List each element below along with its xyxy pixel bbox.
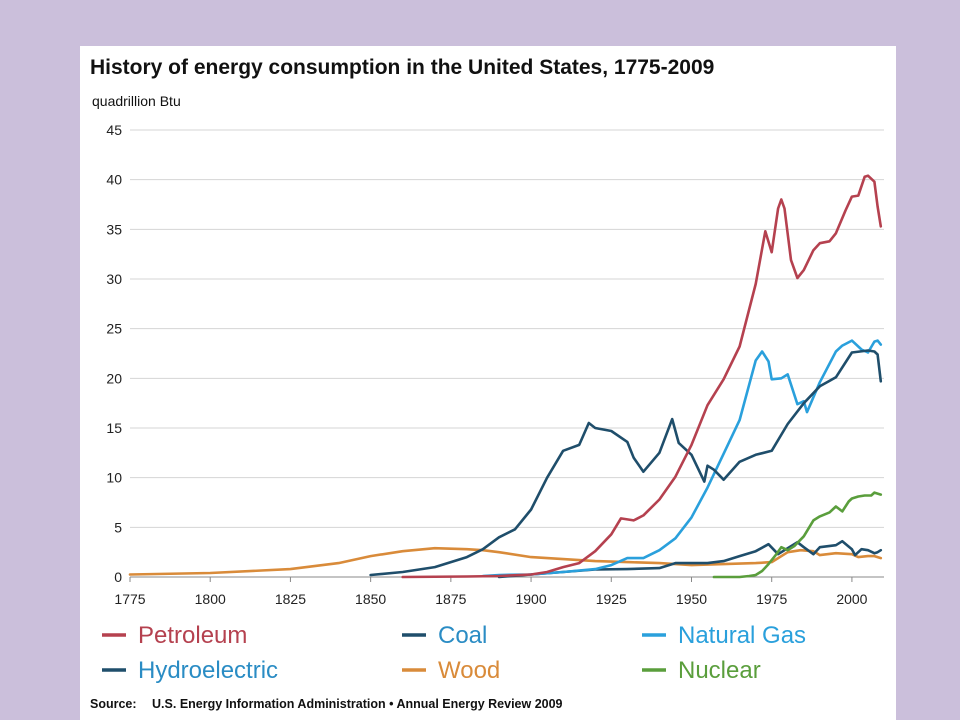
series-line-coal: [369, 349, 883, 577]
x-tick-label-1800: 1800: [195, 591, 226, 607]
x-tick-label-1875: 1875: [435, 591, 466, 607]
y-axis-unit-label: quadrillion Btu: [92, 93, 181, 109]
x-tick-label-1950: 1950: [676, 591, 707, 607]
y-tick-label-10: 10: [106, 470, 122, 486]
legend-label-wood: Wood: [438, 657, 500, 684]
x-tick-label-2000: 2000: [836, 591, 867, 607]
energy-consumption-chart: History of energy consumption in the Uni…: [90, 56, 884, 711]
y-tick-label-30: 30: [106, 271, 122, 287]
series-line-nuclear: [712, 491, 883, 579]
legend-label-coal: Coal: [438, 622, 487, 649]
y-tick-label-0: 0: [114, 569, 122, 585]
y-tick-label-45: 45: [106, 122, 122, 138]
legend-label-petroleum: Petroleum: [138, 622, 247, 649]
x-tick-label-1975: 1975: [756, 591, 787, 607]
x-tick-label-1850: 1850: [355, 591, 386, 607]
y-tick-label-20: 20: [106, 370, 122, 386]
series-line-natural-gas: [481, 339, 883, 578]
x-tick-label-1925: 1925: [596, 591, 627, 607]
y-tick-label-5: 5: [114, 519, 122, 535]
legend-label-nuclear: Nuclear: [678, 657, 761, 684]
series-line-hydroelectric: [497, 539, 883, 579]
source-label: Source:: [90, 697, 137, 711]
x-axis-ticks: 1775 1800 1825 1850 1875 1900 1925 1950 1975 2000: [114, 577, 868, 607]
y-tick-label-40: 40: [106, 172, 122, 188]
gridlines: [130, 129, 884, 578]
series-line-wood: [128, 546, 883, 576]
source-text: U.S. Energy Information Administration •…: [152, 697, 563, 711]
legend: Petroleum Coal Natural Gas Hydroelectric Woo…: [102, 622, 806, 684]
y-axis-ticks: 0 5 10 15 20 25 30 35 40 45: [106, 122, 122, 585]
x-tick-label-1775: 1775: [114, 591, 145, 607]
legend-label-hydroelectric: Hydroelectric: [138, 657, 278, 684]
legend-label-natural-gas: Natural Gas: [678, 622, 806, 649]
y-tick-label-15: 15: [106, 420, 122, 436]
plot-area: [128, 174, 883, 579]
series-line-petroleum: [401, 174, 883, 579]
source-note: Source: U.S. Energy Information Administ…: [90, 697, 563, 711]
chart-card: History of energy consumption in the Uni…: [80, 46, 896, 720]
chart-title: History of energy consumption in the Uni…: [90, 56, 714, 79]
x-tick-label-1900: 1900: [515, 591, 546, 607]
y-tick-label-35: 35: [106, 221, 122, 237]
y-tick-label-25: 25: [106, 321, 122, 337]
x-tick-label-1825: 1825: [275, 591, 306, 607]
